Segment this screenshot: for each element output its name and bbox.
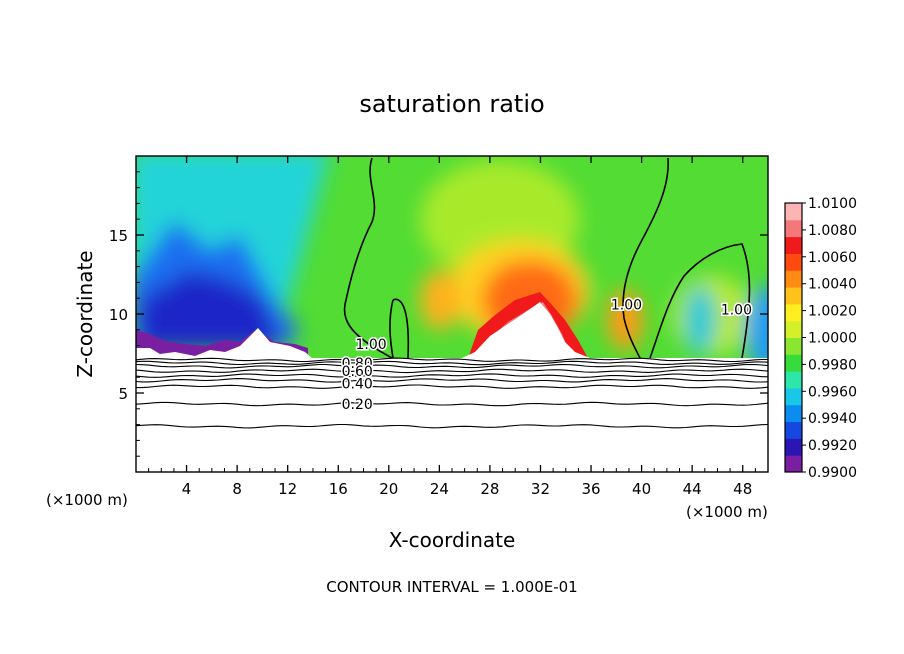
colorbar-segment	[785, 387, 802, 406]
colorbar-segment	[785, 404, 802, 423]
chart-title: saturation ratio	[359, 90, 544, 118]
y-axis-label: Z-coordinate	[73, 250, 97, 377]
x-tick-label: 20	[379, 480, 398, 498]
colorbar-tick-label: 1.0060	[808, 250, 857, 266]
x-axis: 4 8 12 16 20 24 28 32 36 40 44 48	[148, 156, 756, 498]
y-tick-label: 15	[109, 227, 128, 245]
y-tick-label: 10	[109, 306, 128, 324]
colorbar-tick-label: 1.0000	[808, 331, 857, 347]
x-tick-label: 44	[683, 480, 702, 498]
x-tick-label: 40	[632, 480, 651, 498]
colorbar-tick-label: 1.0040	[808, 277, 857, 293]
lower-contour-line	[135, 401, 769, 407]
contour-label: 1.00	[356, 337, 387, 353]
contour-interval-note: CONTOUR INTERVAL = 1.000E-01	[326, 578, 577, 596]
colorbar-segment	[785, 320, 802, 338]
x-unit-label-left: (×1000 m)	[46, 491, 128, 509]
lower-contour-line	[135, 363, 769, 369]
colorbar-tick-label: 0.9960	[808, 384, 857, 400]
contour-label: 0.20	[342, 397, 373, 413]
x-tick-label: 8	[232, 480, 242, 498]
colorbar-segment	[785, 354, 802, 372]
colorbar-segment	[785, 455, 802, 473]
x-tick-label: 48	[733, 480, 752, 498]
y-axis: 5 10 15	[109, 171, 768, 457]
lower-contour-line	[135, 368, 769, 374]
colorbar-tick-label: 0.9980	[808, 357, 857, 373]
colorbar-tick-label: 1.0080	[808, 223, 857, 239]
contour-labels: 1.00 1.00 1.00 0.800.600.40 0.20	[340, 296, 753, 415]
x-tick-label: 16	[329, 480, 348, 498]
colorbar-segment	[785, 303, 802, 322]
colorbar	[784, 202, 803, 473]
lower-contour-line	[135, 360, 769, 366]
colorbar-segment	[785, 203, 802, 221]
colorbar-tick-label: 0.9920	[808, 438, 857, 454]
lower-contour-lines	[135, 357, 769, 429]
lower-contour-line	[136, 384, 769, 389]
colorbar-segment	[785, 421, 802, 439]
contour-lines-unity	[343, 157, 751, 359]
colorbar-tick-label: 1.0100	[808, 196, 857, 212]
lower-contour-line	[135, 373, 769, 378]
x-tick-label: 32	[531, 480, 550, 498]
contour-label: 1.00	[721, 302, 752, 318]
colorbar-tick-labels: 1.0100 1.0080 1.0060 1.0040 1.0020 1.0000 0.99…	[802, 196, 857, 481]
contour-label: 0.80	[342, 356, 373, 372]
colorbar-segment	[785, 236, 802, 254]
lower-contour-line	[135, 357, 768, 363]
contour-label: 0.40	[342, 377, 373, 393]
x-unit-label-right: (×1000 m)	[686, 503, 768, 521]
x-tick-label: 24	[430, 480, 449, 498]
x-tick-label: 12	[278, 480, 297, 498]
lower-contour-line	[135, 423, 769, 429]
colorbar-tick-label: 0.9940	[808, 411, 857, 427]
contour-label: 1.00	[611, 298, 642, 314]
colorbar-tick-label: 0.9900	[808, 465, 857, 481]
y-tick-label: 5	[118, 385, 128, 403]
colorbar-segment	[785, 219, 802, 238]
colorbar-segment	[785, 270, 802, 288]
x-tick-label: 36	[581, 480, 600, 498]
contour-label: 0.60	[342, 364, 373, 380]
saturation-field	[136, 156, 768, 358]
colorbar-segment	[785, 438, 802, 456]
colorbar-tick-label: 1.0020	[808, 304, 857, 320]
colorbar-segment	[785, 371, 802, 389]
lower-contour-line	[135, 378, 769, 383]
x-tick-label: 28	[480, 480, 499, 498]
x-tick-label: 4	[182, 480, 192, 498]
colorbar-segment	[785, 337, 802, 355]
x-axis-label: X-coordinate	[389, 528, 516, 552]
colorbar-segment	[785, 287, 802, 305]
colorbar-segment	[785, 253, 802, 271]
